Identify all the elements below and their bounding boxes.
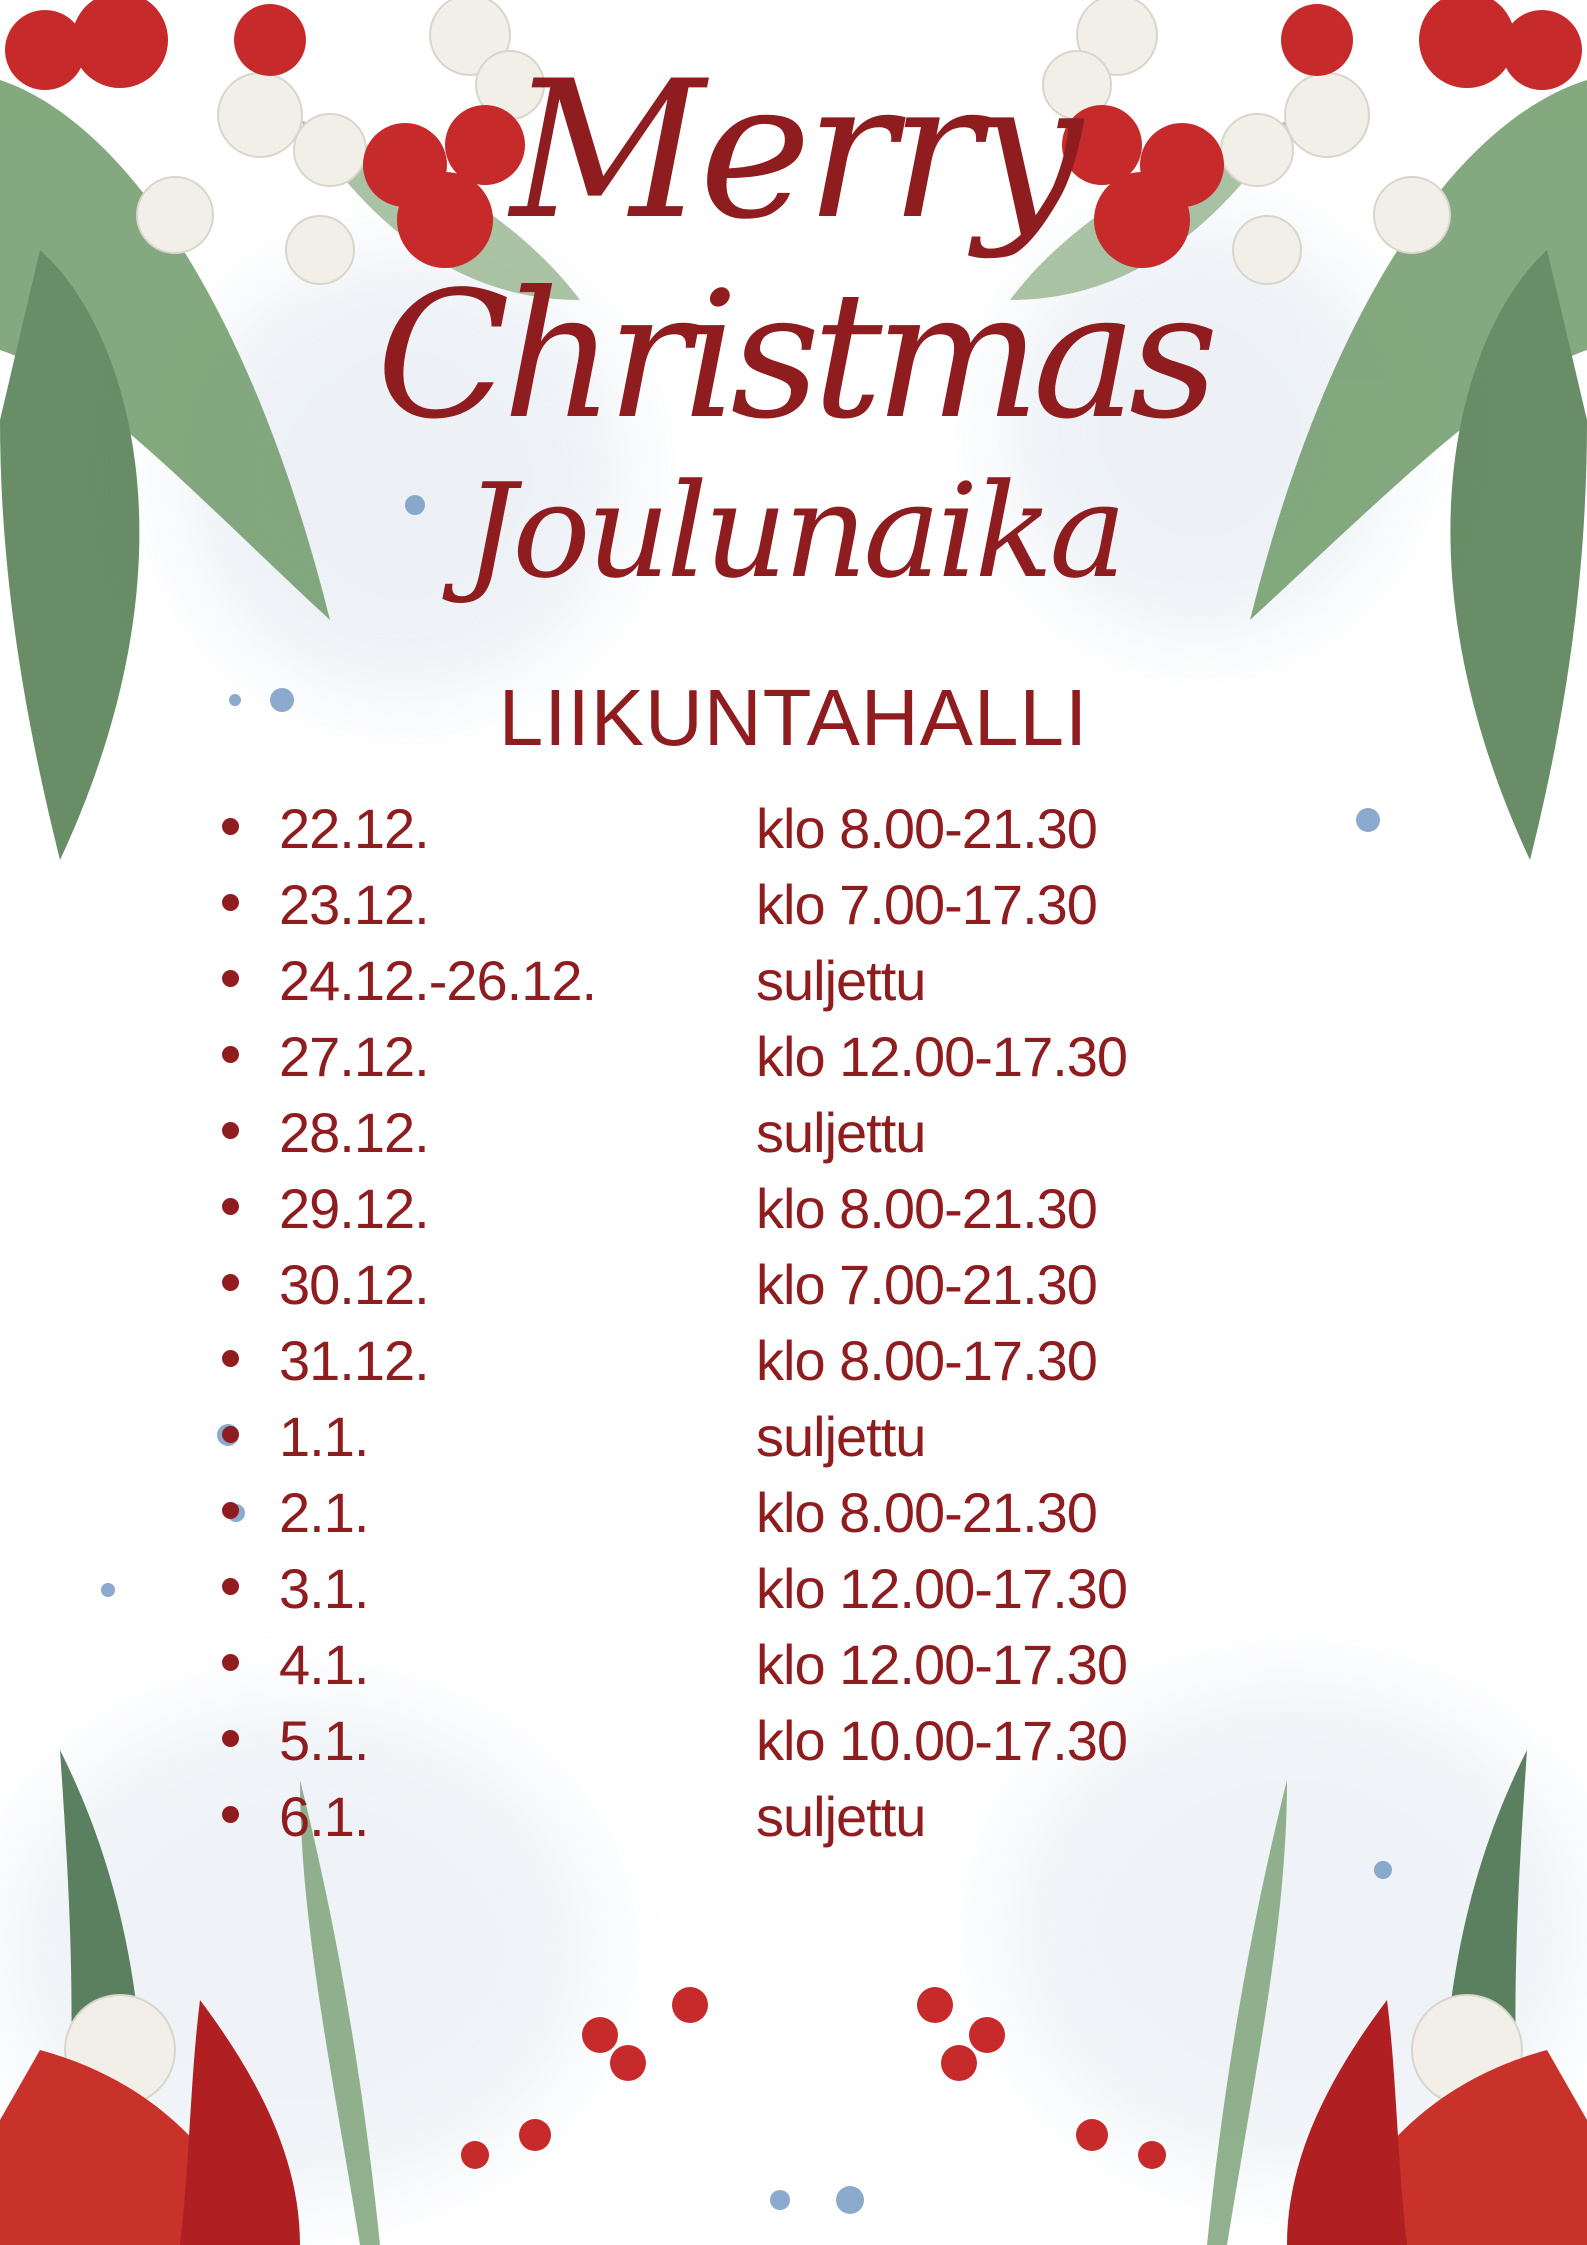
bullet-icon [222,970,239,987]
venue-heading: LIIKUNTAHALLI [498,673,1089,762]
bullet-icon [222,1350,239,1367]
schedule-date: 28.12. [279,1101,430,1164]
schedule-date: 1.1. [279,1405,369,1468]
schedule-row: 6.1. suljettu [0,1776,1587,1852]
bullet-icon [222,1274,239,1291]
schedule-date: 5.1. [279,1709,369,1772]
schedule-row: 1.1. suljettu [0,1396,1587,1472]
schedule-date: 4.1. [279,1633,369,1696]
schedule-hours: suljettu [756,1101,926,1164]
schedule-hours: klo 12.00-17.30 [756,1557,1128,1620]
schedule-row: 27.12. klo 12.00-17.30 [0,1016,1587,1092]
schedule-hours: klo 8.00-21.30 [756,1177,1098,1240]
schedule-row: 28.12. suljettu [0,1092,1587,1168]
schedule-date: 31.12. [279,1329,430,1392]
schedule-date: 29.12. [279,1177,430,1240]
title-joulunaika: Joulunaika [464,455,1127,607]
schedule-date: 24.12.-26.12. [279,949,597,1012]
schedule-row: 23.12. klo 7.00-17.30 [0,864,1587,940]
bullet-icon [222,894,239,911]
schedule-date: 23.12. [279,873,430,936]
schedule-row: 22.12. klo 8.00-21.30 [0,788,1587,864]
schedule-hours: klo 10.00-17.30 [756,1709,1128,1772]
schedule-date: 2.1. [279,1481,369,1544]
bullet-icon [222,1046,239,1063]
title-christmas: Christmas [376,255,1218,458]
schedule-row: 4.1. klo 12.00-17.30 [0,1624,1587,1700]
schedule-date: 22.12. [279,797,430,860]
schedule-hours: suljettu [756,949,926,1012]
schedule-date: 6.1. [279,1785,369,1848]
bullet-icon [222,1730,239,1747]
schedule-hours: klo 12.00-17.30 [756,1633,1128,1696]
bullet-icon [222,1502,239,1519]
bullet-icon [222,1578,239,1595]
schedule-row: 29.12. klo 8.00-21.30 [0,1168,1587,1244]
schedule-row: 31.12. klo 8.00-17.30 [0,1320,1587,1396]
schedule-date: 27.12. [279,1025,430,1088]
opening-hours-list: 22.12. klo 8.00-21.30 23.12. klo 7.00-17.30… [0,788,1587,1852]
bullet-icon [222,818,239,835]
bullet-icon [222,1198,239,1215]
schedule-hours: klo 12.00-17.30 [756,1025,1128,1088]
schedule-hours: klo 7.00-17.30 [756,873,1098,936]
schedule-hours: klo 7.00-21.30 [756,1253,1098,1316]
schedule-hours: klo 8.00-21.30 [756,1481,1098,1544]
title-merry: Merry [510,40,1083,261]
schedule-date: 30.12. [279,1253,430,1316]
bullet-icon [222,1122,239,1139]
schedule-hours: klo 8.00-21.30 [756,797,1098,860]
schedule-row: 5.1. klo 10.00-17.30 [0,1700,1587,1776]
schedule-hours: suljettu [756,1405,926,1468]
schedule-row: 24.12.-26.12. suljettu [0,940,1587,1016]
schedule-row: 2.1. klo 8.00-21.30 [0,1472,1587,1548]
schedule-row: 3.1. klo 12.00-17.30 [0,1548,1587,1624]
schedule-row: 30.12. klo 7.00-21.30 [0,1244,1587,1320]
bullet-icon [222,1426,239,1443]
schedule-hours: suljettu [756,1785,926,1848]
schedule-hours: klo 8.00-17.30 [756,1329,1098,1392]
schedule-date: 3.1. [279,1557,369,1620]
bullet-icon [222,1654,239,1671]
bullet-icon [222,1806,239,1823]
